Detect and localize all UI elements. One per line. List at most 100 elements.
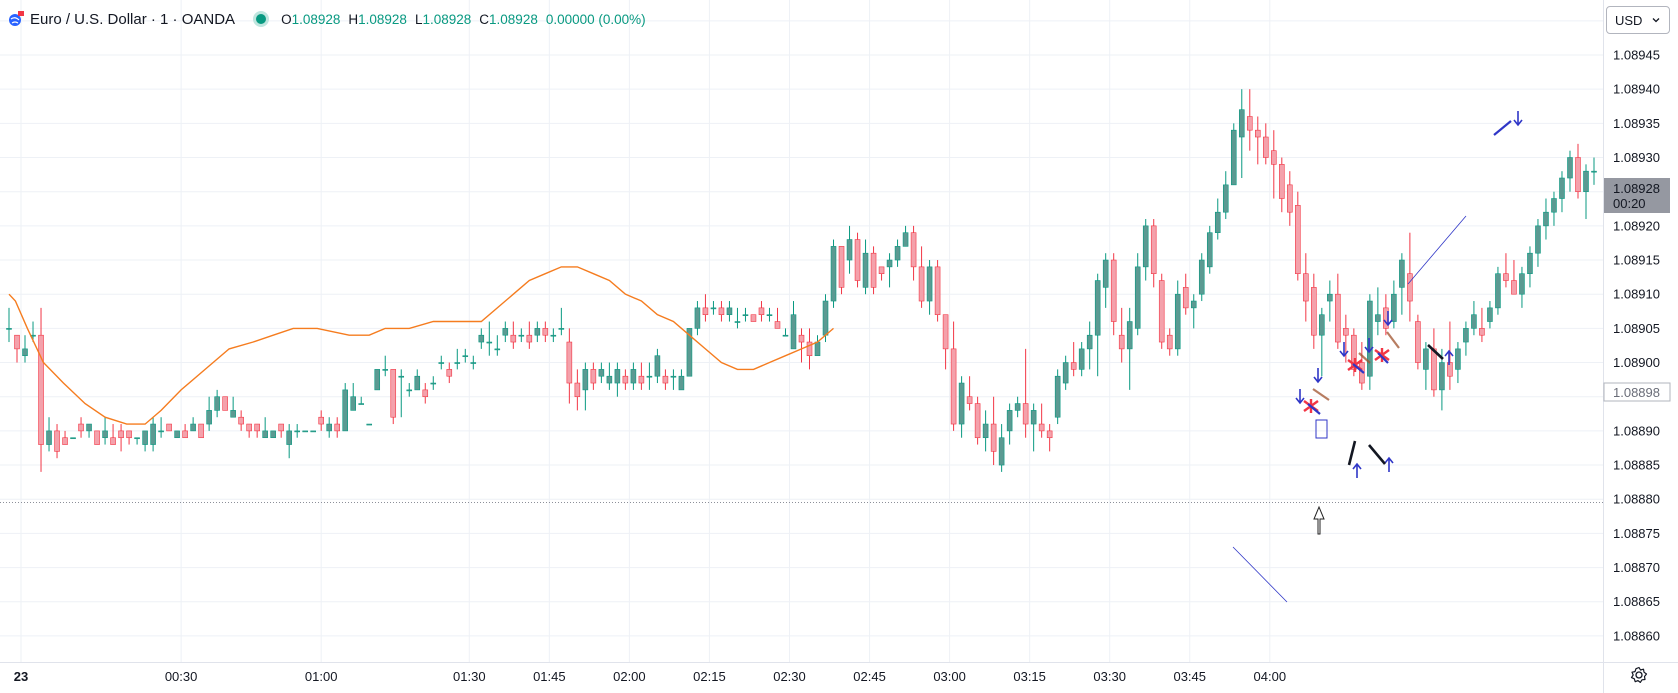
candle bbox=[1375, 287, 1381, 336]
candle-body bbox=[310, 430, 316, 433]
candle bbox=[654, 348, 661, 384]
change-value: 0.00000 (0.00%) bbox=[545, 11, 646, 27]
candle bbox=[198, 423, 204, 439]
candle bbox=[414, 369, 421, 391]
candle-body bbox=[1479, 328, 1485, 336]
candle-body bbox=[590, 369, 597, 384]
price-tick-label: 1.08935 bbox=[1613, 116, 1660, 131]
candle-body bbox=[1407, 273, 1413, 302]
candle bbox=[446, 362, 453, 384]
candle-body bbox=[1591, 170, 1597, 173]
candle bbox=[526, 321, 533, 349]
candle bbox=[974, 396, 981, 445]
candle-body bbox=[630, 369, 637, 384]
candle-body bbox=[430, 382, 437, 385]
candle-body bbox=[374, 369, 381, 391]
candle-body bbox=[654, 355, 661, 377]
candle bbox=[222, 396, 228, 411]
candle bbox=[702, 294, 709, 322]
gear-icon[interactable] bbox=[1630, 666, 1648, 684]
market-status-icon[interactable] bbox=[253, 11, 270, 27]
candle-body bbox=[950, 348, 957, 425]
candle-body bbox=[1279, 164, 1285, 199]
candle-body bbox=[1086, 334, 1093, 350]
candle-body bbox=[174, 430, 180, 439]
candle bbox=[118, 424, 124, 452]
candle bbox=[1591, 157, 1597, 185]
candle-body bbox=[1367, 300, 1373, 377]
candle bbox=[854, 232, 861, 288]
ohlc-values: O1.08928 H1.08928 L1.08928 C1.08928 0.00… bbox=[281, 12, 646, 27]
candle bbox=[462, 348, 469, 363]
up-arrows bbox=[1352, 349, 1454, 478]
candle-body bbox=[1399, 259, 1405, 288]
candle bbox=[486, 321, 493, 356]
currency-select[interactable]: USD bbox=[1606, 6, 1670, 34]
candle-body bbox=[638, 375, 645, 384]
price-tick-label: 1.08940 bbox=[1613, 82, 1660, 97]
candle-body bbox=[1198, 259, 1205, 295]
candle bbox=[1391, 280, 1397, 329]
candle-body bbox=[1230, 129, 1237, 186]
candle-body bbox=[294, 430, 300, 433]
candle-body bbox=[126, 430, 132, 439]
highlight-box bbox=[1315, 419, 1328, 439]
candle-body bbox=[886, 259, 893, 268]
candle-body bbox=[542, 328, 549, 336]
candle bbox=[1279, 157, 1285, 213]
candle bbox=[894, 239, 901, 267]
symbol-title[interactable]: Euro / U.S. Dollar · 1 · OANDA bbox=[30, 10, 236, 28]
candle bbox=[582, 362, 589, 411]
candle bbox=[1583, 164, 1589, 220]
candle-body bbox=[1511, 280, 1517, 295]
candle-body bbox=[926, 266, 933, 302]
candle-body bbox=[1263, 136, 1269, 158]
time-tick-label: 01:30 bbox=[453, 669, 486, 684]
candle bbox=[1062, 355, 1069, 390]
candle-body bbox=[406, 389, 413, 392]
candle bbox=[1238, 89, 1245, 179]
time-tick-label: 03:45 bbox=[1173, 669, 1206, 684]
candle bbox=[1471, 301, 1477, 336]
candle-body bbox=[934, 266, 941, 316]
candle-body bbox=[302, 430, 308, 433]
candle bbox=[406, 383, 413, 397]
price-tick-label: 1.08915 bbox=[1613, 253, 1660, 268]
candle-body bbox=[390, 369, 397, 418]
candle bbox=[318, 410, 324, 431]
candle bbox=[814, 335, 821, 357]
candle-body bbox=[270, 430, 276, 439]
candle-body bbox=[14, 334, 20, 350]
candle-body bbox=[86, 423, 92, 432]
candle bbox=[838, 246, 845, 295]
candle-body bbox=[22, 348, 28, 357]
time-axis[interactable]: 23 00:30 01:00 01:30 01:45 02:00 02:15 02:30 02:… bbox=[14, 669, 1286, 684]
candle-body bbox=[862, 252, 869, 288]
candle-body bbox=[846, 239, 853, 261]
candle bbox=[886, 253, 893, 288]
candle bbox=[1158, 273, 1165, 349]
price-axis[interactable]: 1.08860 1.08865 1.08870 1.08875 1.08880 1.088… bbox=[1613, 48, 1660, 644]
candle-body bbox=[414, 375, 421, 391]
candle-body bbox=[246, 423, 252, 432]
candle-body bbox=[694, 307, 701, 329]
candle-body bbox=[326, 423, 332, 432]
candle-body bbox=[1303, 273, 1309, 302]
candle-body bbox=[558, 328, 565, 330]
blue-marker-strokes bbox=[1307, 120, 1512, 415]
candle bbox=[502, 321, 509, 343]
candle-body bbox=[1110, 259, 1117, 322]
candle-body bbox=[1519, 273, 1525, 295]
candle bbox=[774, 307, 781, 329]
candle bbox=[1399, 253, 1405, 315]
price-tick-label: 1.08910 bbox=[1613, 287, 1660, 302]
candle bbox=[494, 335, 501, 356]
candle-body bbox=[1327, 293, 1333, 302]
candle bbox=[326, 417, 332, 438]
candle bbox=[1423, 342, 1429, 390]
candle-body bbox=[758, 307, 765, 316]
candle-body bbox=[1150, 225, 1157, 275]
candle-body bbox=[222, 396, 228, 411]
time-tick-label: 00:30 bbox=[165, 669, 198, 684]
